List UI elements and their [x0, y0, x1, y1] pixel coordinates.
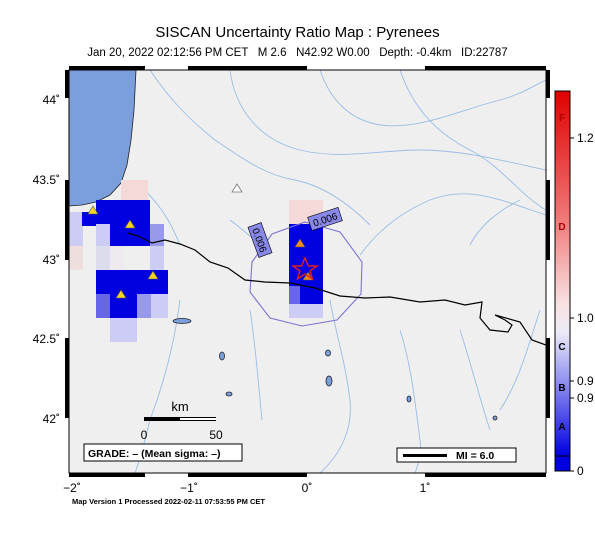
colorbar: F D C B A 1.2 1.0 0.9 0.9 0 [554, 90, 594, 478]
grade-letter: A [558, 422, 565, 433]
grade-box: GRADE: – (Mean sigma: –) [83, 443, 243, 462]
rivers [134, 70, 546, 473]
lat-tick-label: 42.5˚ [33, 332, 60, 346]
grade-letter: D [558, 222, 565, 233]
lakes [172, 318, 498, 421]
colorbar-values: 1.2 1.0 0.9 0.9 0 [570, 131, 594, 478]
colorbar-value: 1.0 [577, 311, 594, 325]
epicenter-star[interactable] [290, 256, 320, 281]
mi-box: MI = 6.0 [396, 447, 517, 463]
lat-tick-label: 43.5˚ [33, 173, 60, 187]
colorbar-value: 0.9 [577, 391, 594, 405]
lon-tick-label: −2˚ [63, 481, 81, 495]
scale-bar: km 0 50 [141, 399, 223, 442]
national-border [127, 232, 546, 346]
lat-tick-label: 44˚ [43, 93, 60, 107]
map-frame [68, 69, 547, 474]
grade-letter: B [558, 383, 565, 394]
svg-text:50: 50 [209, 428, 223, 442]
station-marker [87, 205, 99, 215]
lon-tick-label: 0˚ [302, 481, 313, 495]
colorbar-value: 0 [577, 464, 584, 478]
grade-letter: C [558, 342, 565, 353]
lon-tick-label: 1˚ [420, 481, 431, 495]
map-title: SISCAN Uncertainty Ratio Map : Pyrenees [155, 24, 440, 41]
grade-letter: F [559, 113, 565, 124]
svg-text:km: km [171, 399, 188, 414]
station-marker [294, 238, 306, 248]
uncertainty-cells-west [69, 180, 168, 342]
svg-text:0: 0 [141, 428, 148, 442]
event-info: Jan 20, 2022 02:12:56 PM CET M 2.6 N42.9… [87, 47, 508, 59]
station-marker [147, 270, 159, 280]
lat-tick-label: 42˚ [43, 412, 60, 426]
station-marker [124, 219, 136, 229]
lat-tick-label: 43˚ [43, 253, 60, 267]
colorbar-value: 0.9 [577, 374, 594, 388]
station-marker [231, 183, 243, 193]
processing-footer: Map Version 1 Processed 2022-02-11 07:53… [72, 497, 266, 506]
colorbar-value: 1.2 [577, 131, 594, 145]
station-marker [115, 289, 127, 299]
svg-text:GRADE: – (Mean sigma: –): GRADE: – (Mean sigma: –) [88, 448, 220, 460]
svg-text:MI = 6.0: MI = 6.0 [456, 450, 494, 462]
ocean [69, 70, 136, 206]
uncertainty-cells-east [289, 200, 323, 318]
frame-ticks [65, 66, 550, 477]
lon-tick-label: −1˚ [180, 481, 198, 495]
map-area[interactable] [69, 70, 546, 473]
